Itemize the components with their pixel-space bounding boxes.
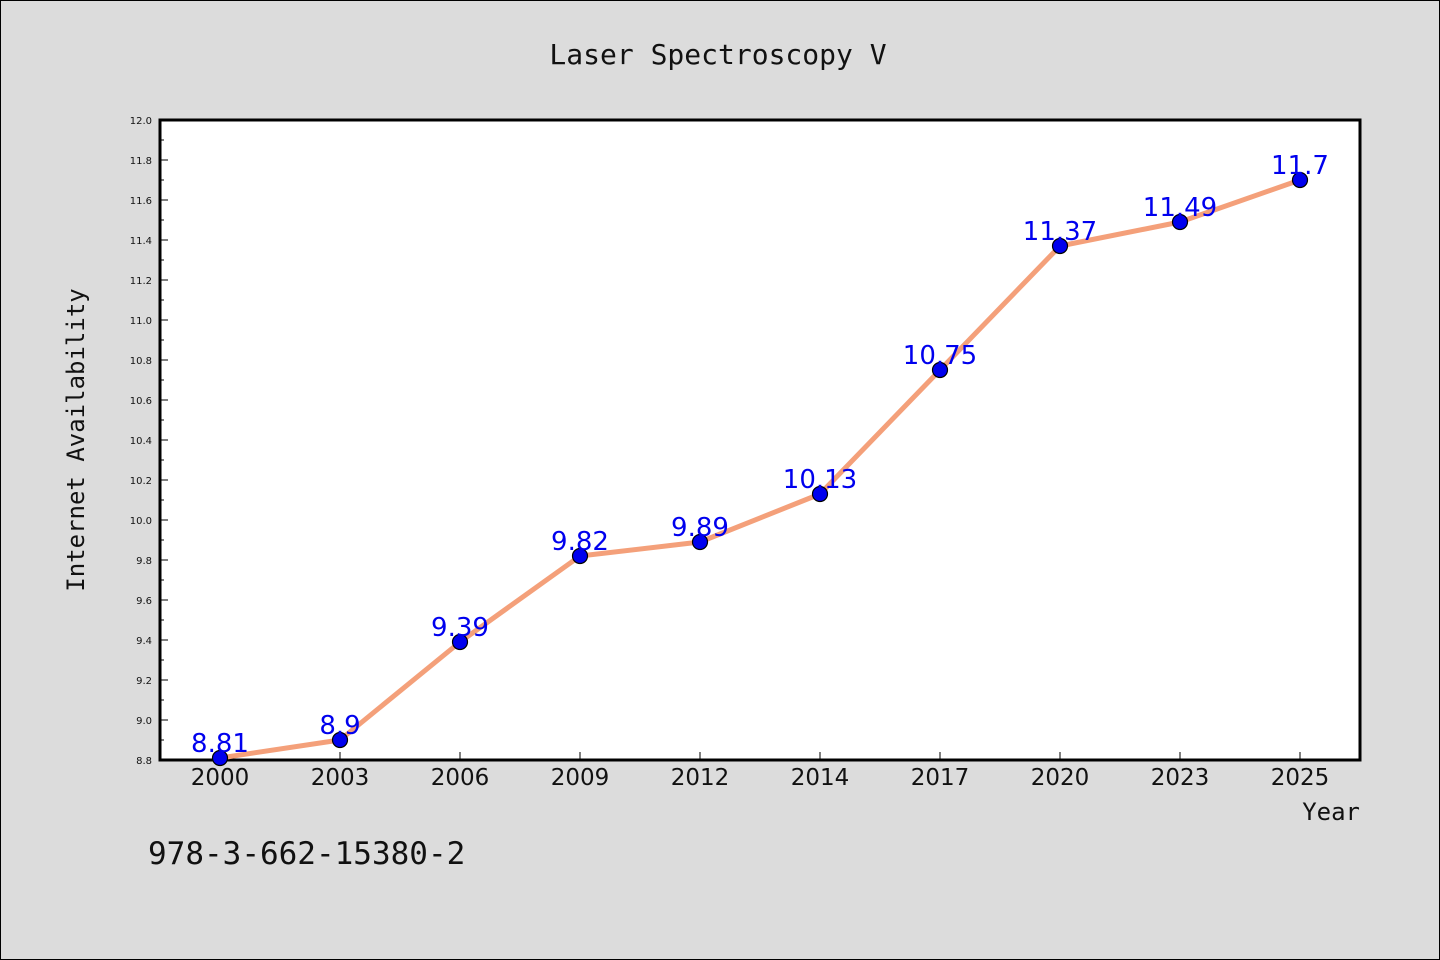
isbn-text: 978-3-662-15380-2 xyxy=(148,836,465,872)
data-point xyxy=(571,547,589,565)
data-point xyxy=(691,533,709,551)
data-label-group: 8.81 8.9 9.39 9.82 9.89 10.13 10.75 11.37 11.49 1… xyxy=(191,151,1329,759)
x-tick-label: 2020 xyxy=(1031,765,1090,791)
y-tick-label: 9.4 xyxy=(136,636,152,647)
y-tick-label: 11.6 xyxy=(130,196,152,207)
x-tick-label: 2014 xyxy=(791,765,850,791)
x-tick-label: 2025 xyxy=(1271,765,1330,791)
data-label: 8.81 xyxy=(191,729,249,759)
x-tick-label: 2003 xyxy=(311,765,370,791)
y-tick-label: 10.8 xyxy=(130,356,152,367)
y-tick-label: 9.8 xyxy=(136,556,152,567)
data-label: 10.13 xyxy=(783,465,857,495)
data-label: 9.89 xyxy=(671,513,729,543)
series-line xyxy=(217,177,1303,761)
x-tick-label: 2012 xyxy=(671,765,730,791)
y-tick-label: 9.2 xyxy=(136,676,152,687)
data-point xyxy=(211,749,229,767)
y-tick-label: 11.4 xyxy=(130,236,152,247)
x-axis-label: Year xyxy=(1302,798,1360,826)
data-point xyxy=(451,633,469,651)
x-tick-label: 2017 xyxy=(911,765,970,791)
y-tick-label: 8.8 xyxy=(136,756,152,767)
data-point xyxy=(931,361,949,379)
data-label: 9.39 xyxy=(431,613,489,643)
data-label: 8.9 xyxy=(319,711,360,741)
y-tick-label: 11.8 xyxy=(130,156,152,167)
data-point xyxy=(1171,213,1189,231)
x-tick-label: 2023 xyxy=(1151,765,1210,791)
data-point xyxy=(1291,171,1309,189)
x-axis: 2000 2003 2006 2009 2012 2014 2017 2020 2023 2025 xyxy=(191,752,1330,791)
y-tick-label: 10.0 xyxy=(130,516,152,527)
data-point xyxy=(1051,237,1069,255)
data-point xyxy=(811,485,829,503)
y-tick-label: 11.0 xyxy=(130,316,152,327)
y-tick-label: 11.2 xyxy=(130,276,152,287)
data-label: 11.49 xyxy=(1143,193,1217,223)
data-point xyxy=(331,731,349,749)
y-tick-label: 9.6 xyxy=(136,596,152,607)
y-tick-label: 10.6 xyxy=(130,396,152,407)
y-axis: 8.8 9.0 9.2 9.4 9.6 9.8 10.0 10.2 10.4 10.6 10.8 11… xyxy=(130,116,168,767)
data-label: 9.82 xyxy=(551,527,609,557)
x-tick-label: 2006 xyxy=(431,765,490,791)
data-label: 10.75 xyxy=(903,341,977,371)
y-tick-label: 12.0 xyxy=(130,116,152,127)
series-line-group xyxy=(217,177,1303,761)
y-tick-label: 10.4 xyxy=(130,436,152,447)
x-tick-label: 2000 xyxy=(191,765,250,791)
data-label: 11.37 xyxy=(1023,217,1097,247)
data-label: 11.7 xyxy=(1271,151,1329,181)
x-tick-label: 2009 xyxy=(551,765,610,791)
marker-group xyxy=(211,171,1309,767)
y-axis-label: Internet Availability xyxy=(62,288,90,591)
y-tick-label: 10.2 xyxy=(130,476,152,487)
y-tick-label: 9.0 xyxy=(136,716,152,727)
chart-title: Laser Spectroscopy V xyxy=(549,38,886,71)
